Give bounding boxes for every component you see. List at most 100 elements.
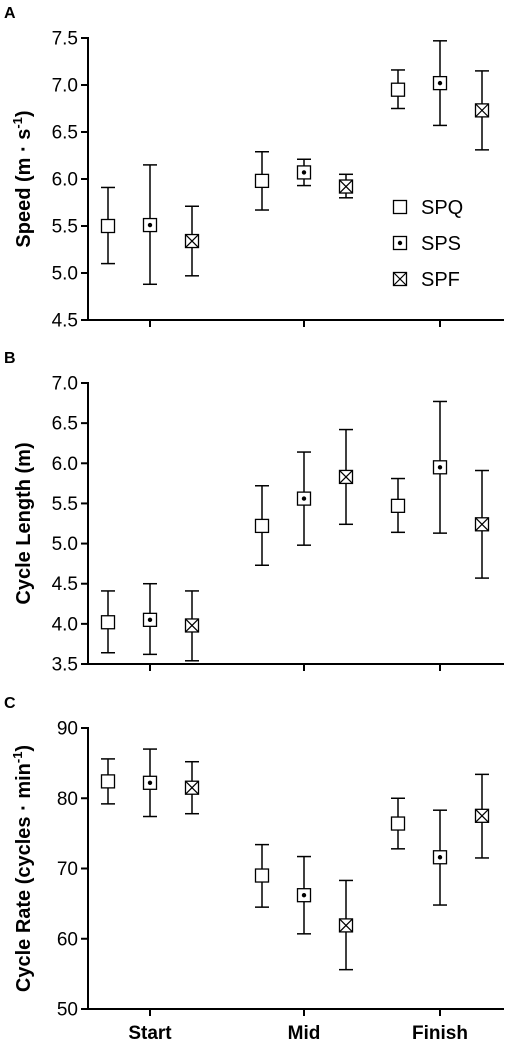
marker-dot xyxy=(437,465,443,470)
panel-letter: B xyxy=(4,350,16,367)
y-tick-label: 90 xyxy=(57,719,78,740)
y-tick-label: 4.5 xyxy=(52,311,78,332)
marker-dot xyxy=(437,855,443,860)
y-tick-label: 4.0 xyxy=(52,614,78,635)
marker-square xyxy=(392,199,408,215)
data-point xyxy=(100,218,116,234)
marker-dot xyxy=(397,240,403,246)
y-axis-label-sup: -1 xyxy=(10,117,25,129)
legend-label: SPQ xyxy=(421,197,463,219)
marker-x-line xyxy=(185,234,199,248)
marker-square xyxy=(254,868,270,883)
data-point xyxy=(390,498,406,513)
marker-square xyxy=(254,518,270,534)
data-point xyxy=(100,774,116,789)
data-point xyxy=(254,173,270,189)
series-spq xyxy=(100,758,406,908)
y-tick-label: 7.0 xyxy=(52,76,78,97)
panel-letter: A xyxy=(4,5,16,22)
marker-dot xyxy=(147,780,153,785)
y-tick-label: 5.0 xyxy=(52,264,78,285)
marker-x-line xyxy=(475,808,489,823)
y-tick-label: 3.5 xyxy=(52,655,78,676)
legend-entry-spf: SPF xyxy=(392,269,460,291)
data-point xyxy=(100,615,116,630)
legend-label: SPF xyxy=(421,269,460,291)
data-point xyxy=(142,612,158,627)
data-point xyxy=(338,179,354,194)
marker-square xyxy=(100,218,116,234)
series-spq xyxy=(100,477,406,654)
legend: SPQ SPS SPF xyxy=(392,197,463,291)
marker-x-line xyxy=(475,517,489,532)
series-sps xyxy=(142,40,448,286)
data-point xyxy=(184,618,200,633)
data-point xyxy=(184,233,200,249)
y-axis-label-end: ) xyxy=(13,745,35,752)
y-tick-label: 6.5 xyxy=(52,414,78,435)
legend-entry-spq: SPQ xyxy=(392,197,463,219)
data-point xyxy=(432,850,448,865)
marker-dot xyxy=(147,617,153,623)
data-point xyxy=(296,165,312,180)
data-point xyxy=(142,775,158,790)
data-point xyxy=(474,808,490,823)
y-tick-label: 50 xyxy=(57,1000,78,1021)
data-point xyxy=(254,518,270,534)
y-tick-label: 80 xyxy=(57,789,78,810)
marker-square xyxy=(100,774,116,789)
data-point xyxy=(390,82,406,97)
marker-x-line xyxy=(393,272,407,286)
series-spf xyxy=(184,760,490,971)
legend-entry-sps: SPS xyxy=(392,233,461,255)
marker-square xyxy=(390,498,406,513)
data-point xyxy=(474,517,490,532)
series-sps xyxy=(142,400,448,656)
marker-x-line xyxy=(339,470,353,484)
y-tick-label: 7.0 xyxy=(52,374,78,395)
series-spf xyxy=(184,428,490,662)
data-point xyxy=(432,75,448,91)
series-spf xyxy=(184,70,490,277)
y-axis-label: Cycle Length (m) xyxy=(13,442,35,604)
y-axis-label-end: ) xyxy=(13,110,35,117)
y-axis-label: Cycle Rate (cycles · min-1) xyxy=(10,745,35,992)
y-tick-label: 4.5 xyxy=(52,574,78,595)
marker-x-line xyxy=(339,179,353,194)
marker-dot xyxy=(301,496,307,501)
marker-x-line xyxy=(339,918,353,933)
marker-x-line xyxy=(185,618,199,633)
data-point xyxy=(296,888,312,903)
y-axis-label-main: Cycle Rate (cycles · min xyxy=(13,763,35,992)
chart-panel-c: C 50 60 70 80 90 Start Mid Finish Cycle Rate (cyc… xyxy=(4,695,504,1044)
y-tick-label: 6.5 xyxy=(52,123,78,144)
chart-panel-a: A 4.5 5.0 5.5 6.0 6.5 7.0 7.5 Speed (m · s-1) SPQ… xyxy=(4,5,504,332)
marker-dot xyxy=(147,222,153,228)
y-tick-label: 70 xyxy=(57,859,78,880)
marker-dot xyxy=(301,170,307,175)
marker-x-line xyxy=(185,780,199,795)
y-axis-label-sup: -1 xyxy=(10,752,25,764)
legend-label: SPS xyxy=(421,233,461,255)
data-point xyxy=(432,460,448,475)
data-point xyxy=(296,491,312,506)
data-point xyxy=(338,469,354,485)
data-point xyxy=(184,780,200,795)
y-axis-label: Speed (m · s-1) xyxy=(10,110,35,247)
y-tick-label: 60 xyxy=(57,929,78,950)
y-tick-label: 5.0 xyxy=(52,534,78,555)
data-point xyxy=(142,217,158,233)
panel-letter: C xyxy=(4,695,16,712)
y-tick-label: 7.5 xyxy=(52,29,78,50)
marker-dot xyxy=(437,80,443,86)
series-spq xyxy=(100,69,406,265)
x-tick-label: Start xyxy=(128,1023,172,1044)
x-tick-label: Mid xyxy=(288,1023,321,1044)
x-tick-label: Finish xyxy=(412,1023,468,1044)
y-tick-label: 6.0 xyxy=(52,454,78,475)
series-sps xyxy=(142,748,448,935)
marker-dot xyxy=(301,892,307,898)
y-axis-label-main: Cycle Length (m) xyxy=(13,442,35,604)
marker-square xyxy=(100,615,116,630)
